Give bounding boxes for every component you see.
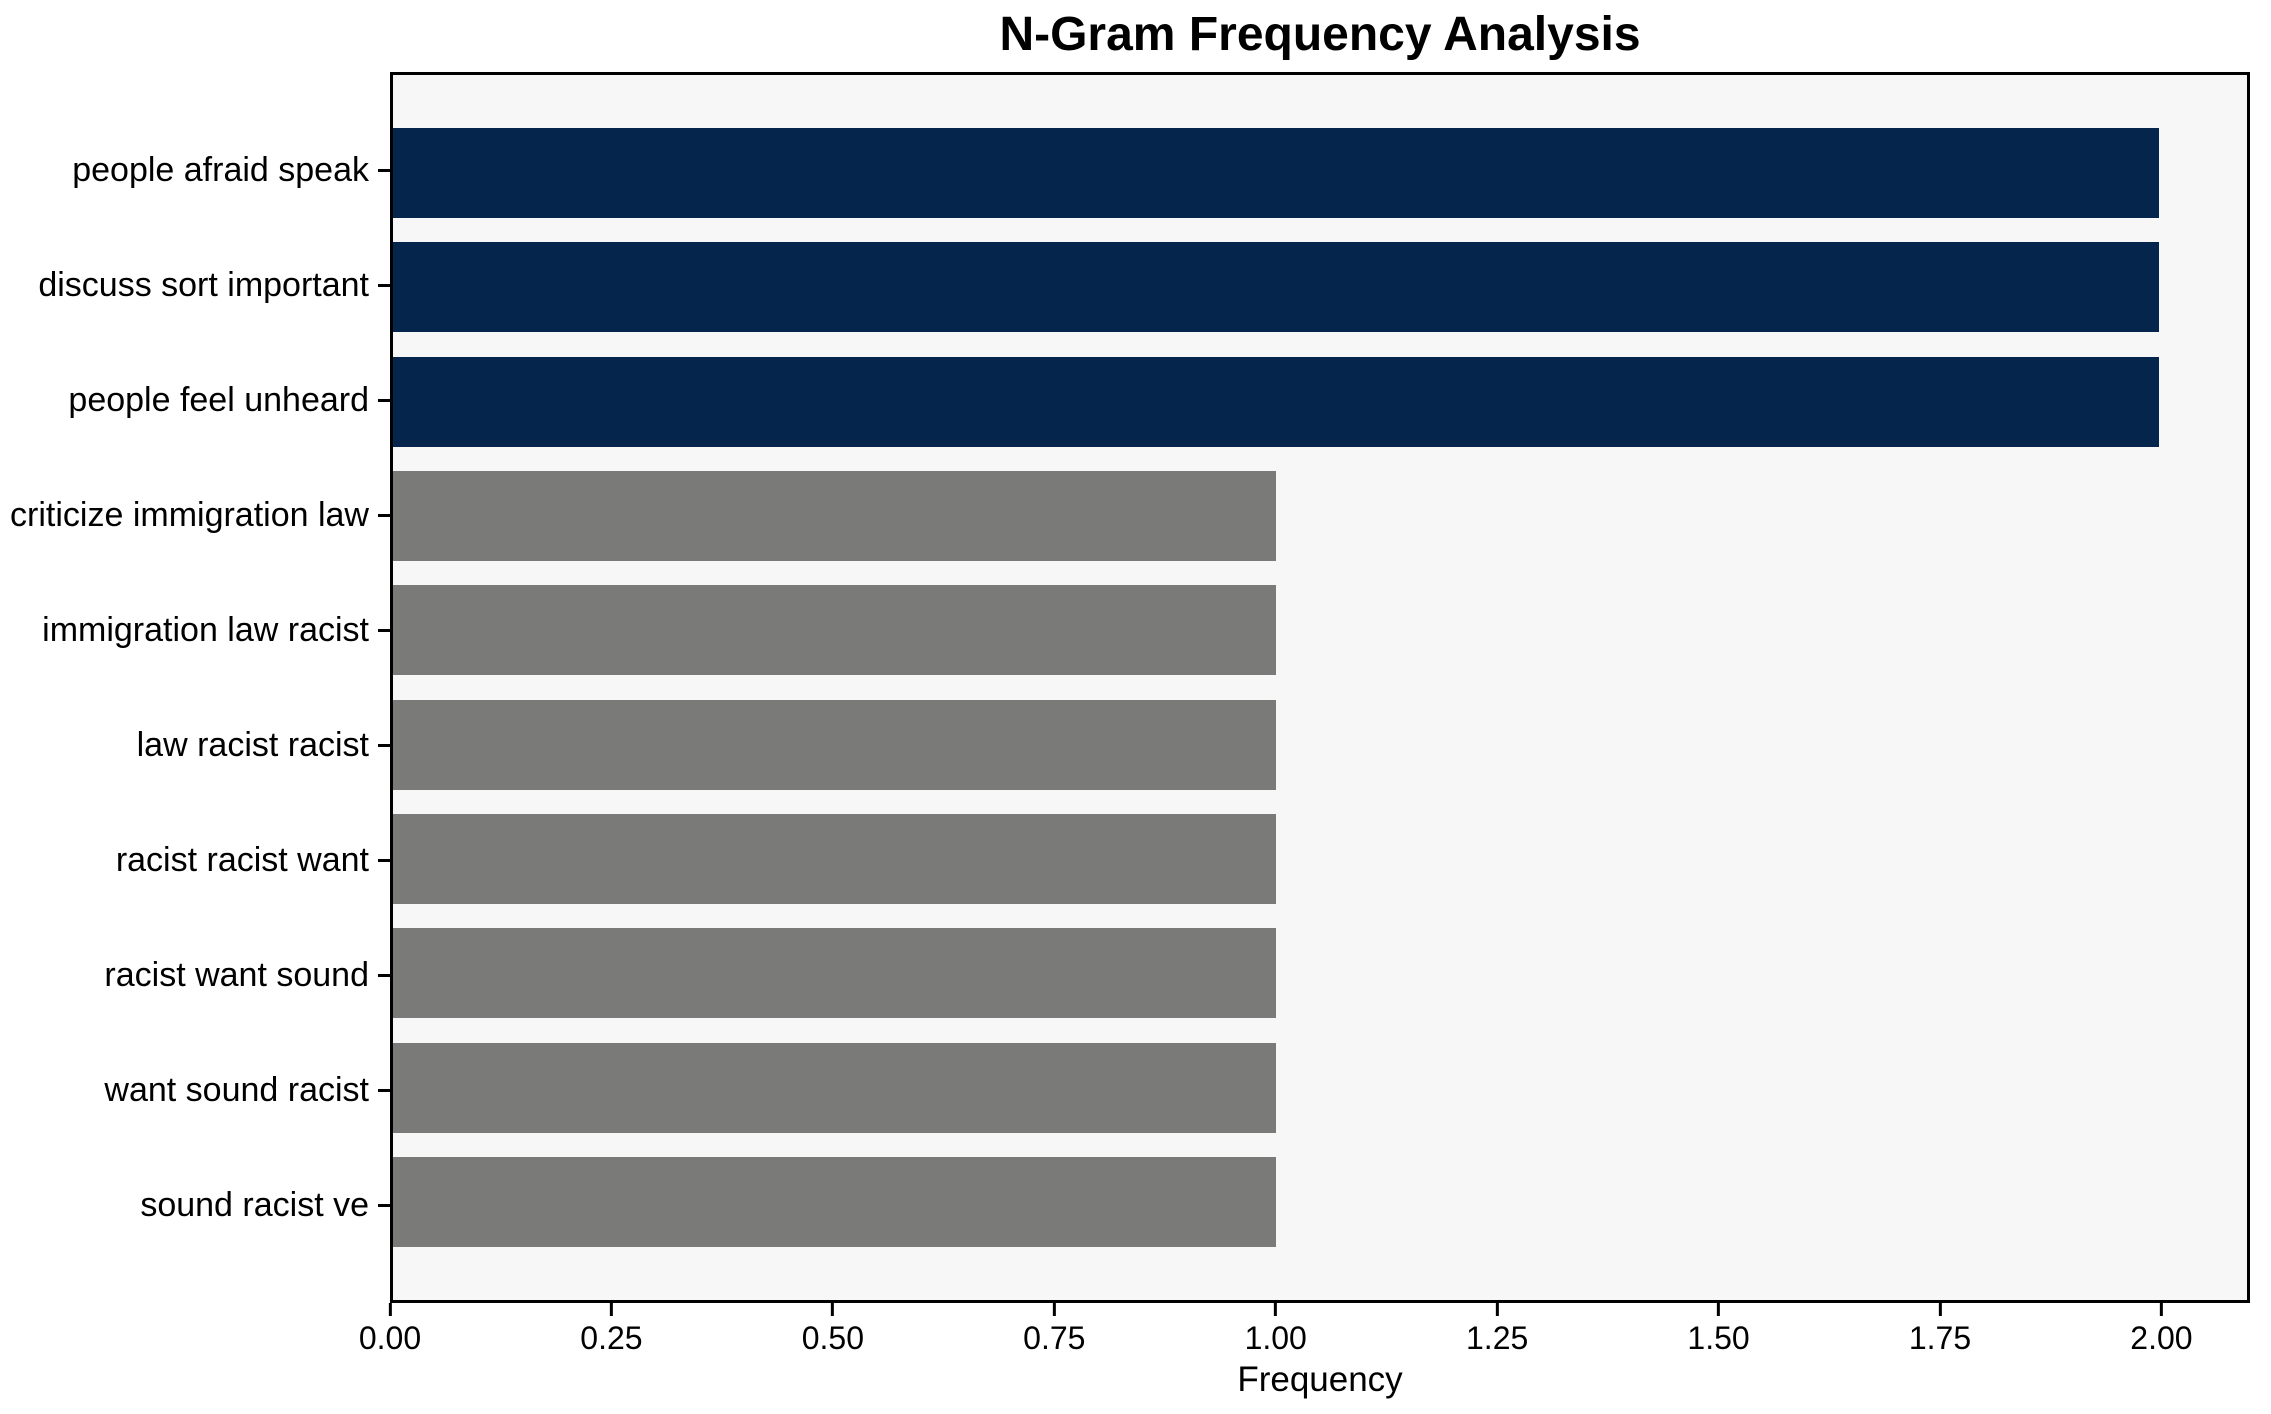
bar-row [393, 470, 2247, 561]
y-tick-label: racist want sound [104, 955, 369, 994]
x-tick-label: 1.00 [1244, 1320, 1307, 1356]
y-tick-mark [378, 398, 390, 402]
x-tick-mark [388, 1303, 392, 1316]
x-tick-mark [609, 1303, 613, 1316]
x-tick: 0.25 [580, 1303, 643, 1356]
x-tick: 1.75 [1909, 1303, 1971, 1356]
x-tick-mark [831, 1303, 835, 1316]
x-tick: 1.25 [1466, 1303, 1528, 1356]
bar-row [393, 1042, 2247, 1133]
y-tick: people feel unheard [0, 355, 390, 445]
y-tick-label: criticize immigration law [10, 495, 369, 534]
x-tick-label: 1.75 [1908, 1320, 1972, 1356]
y-tick: want sound racist [0, 1045, 390, 1135]
x-tick: 1.00 [1245, 1303, 1307, 1356]
x-tick: 0.00 [359, 1303, 421, 1356]
y-tick-label: immigration law racist [42, 610, 369, 649]
y-axis-labels: people afraid speak discuss sort importan… [0, 72, 390, 1303]
y-tick: law racist racist [0, 700, 390, 790]
x-tick-label: 0.50 [801, 1320, 864, 1356]
y-tick-label: want sound racist [104, 1070, 369, 1109]
bar-row [393, 356, 2247, 447]
x-tick-mark [1495, 1303, 1499, 1316]
y-tick: racist racist want [0, 815, 390, 905]
bar [393, 242, 2159, 333]
bar-row [393, 928, 2247, 1019]
x-tick-mark [2159, 1303, 2163, 1316]
bar [393, 813, 1276, 904]
bar [393, 1156, 1276, 1247]
y-tick-label: people afraid speak [72, 150, 369, 189]
chart-title: N-Gram Frequency Analysis [999, 8, 1641, 61]
bar-row [393, 242, 2247, 333]
x-tick-label: 0.75 [1023, 1320, 1086, 1356]
y-tick-mark [378, 743, 390, 747]
bar-row [393, 128, 2247, 218]
x-axis-label: Frequency [1237, 1360, 1403, 1399]
y-tick: people afraid speak [0, 125, 390, 215]
x-tick: 2.00 [2130, 1303, 2193, 1356]
bar-row [393, 585, 2247, 676]
x-tick: 0.50 [802, 1303, 864, 1356]
y-tick-mark [378, 628, 390, 632]
x-tick-label: 0.25 [580, 1320, 643, 1356]
x-tick-mark [1052, 1303, 1056, 1316]
bar [393, 128, 2159, 218]
y-tick-mark [378, 973, 390, 977]
y-tick-label: discuss sort important [38, 265, 369, 304]
y-tick: racist want sound [0, 930, 390, 1020]
bar [393, 1042, 1276, 1133]
bar-row [393, 699, 2247, 790]
y-tick-mark [378, 1203, 390, 1207]
x-axis-ticks: 0.00 0.25 0.50 0.75 1.00 1.25 1.50 1.75 2.00 [359, 1303, 2250, 1373]
y-tick-label: people feel unheard [68, 380, 369, 419]
bar [393, 585, 1276, 676]
y-tick: criticize immigration law [0, 470, 390, 560]
x-tick-mark [1274, 1303, 1278, 1316]
y-tick-label: sound racist ve [140, 1185, 369, 1224]
y-tick: discuss sort important [0, 240, 390, 330]
plot-area [390, 72, 2250, 1303]
bar-row [393, 813, 2247, 904]
y-tick: immigration law racist [0, 585, 390, 675]
y-tick: sound racist ve [0, 1160, 390, 1250]
bar [393, 470, 1276, 561]
x-tick-label: 2.00 [2130, 1320, 2193, 1356]
bar [393, 699, 1276, 790]
bar [393, 928, 1276, 1019]
x-tick-label: 1.50 [1687, 1320, 1750, 1356]
y-tick-mark [378, 513, 390, 517]
y-tick-mark [378, 168, 390, 172]
y-tick-mark [378, 283, 390, 287]
x-tick-label: 0.00 [358, 1320, 422, 1356]
x-tick-label: 1.25 [1466, 1320, 1529, 1356]
y-tick-mark [378, 858, 390, 862]
y-tick-label: racist racist want [115, 840, 369, 879]
bar-row [393, 1156, 2247, 1247]
x-tick: 0.75 [1023, 1303, 1085, 1356]
x-tick-mark [1938, 1303, 1942, 1316]
x-tick-mark [1717, 1303, 1721, 1316]
y-tick-label: law racist racist [136, 725, 369, 764]
bar [393, 356, 2159, 447]
x-tick: 1.50 [1687, 1303, 1750, 1356]
y-tick-mark [378, 1088, 390, 1092]
